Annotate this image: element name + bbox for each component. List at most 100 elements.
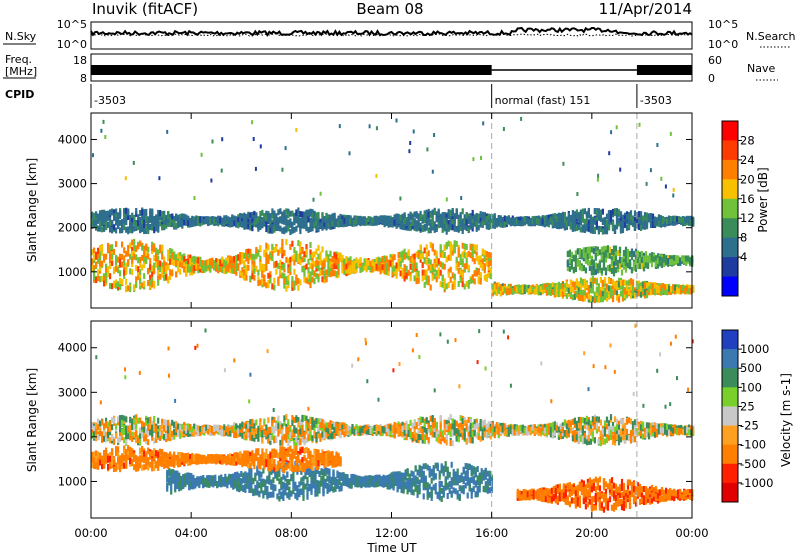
echo-cell — [157, 213, 160, 220]
echo-cell — [151, 271, 154, 278]
echo-cell — [577, 293, 580, 300]
echo-cell — [649, 168, 652, 173]
range-tick-label: 1000 — [58, 265, 87, 279]
echo-cell — [463, 252, 466, 259]
echo-cell — [323, 220, 326, 227]
echo-cell — [383, 221, 386, 228]
echo-cell — [338, 124, 341, 129]
echo-cell — [579, 283, 582, 290]
echo-cell — [613, 288, 617, 295]
echo-cell — [461, 208, 464, 215]
echo-cell — [653, 220, 657, 227]
echo-cell — [668, 218, 671, 225]
echo-cell — [562, 161, 565, 166]
echo-cell — [265, 221, 268, 228]
echo-cell — [181, 258, 184, 265]
echo-cell — [157, 249, 160, 256]
echo-cell — [111, 219, 114, 226]
echo-cell — [99, 265, 102, 271]
echo-cell — [273, 246, 276, 253]
echo-cell — [443, 245, 446, 252]
echo-cell — [151, 241, 154, 248]
echo-cell — [319, 269, 322, 276]
echo-cell — [597, 228, 600, 235]
echo-cell — [586, 254, 589, 260]
echo-cell — [393, 254, 396, 261]
echo-cell — [419, 214, 422, 221]
echo-cell — [325, 219, 328, 226]
echo-cell — [265, 226, 268, 233]
echo-cell — [499, 216, 502, 223]
echo-cell — [257, 276, 260, 283]
echo-cell — [383, 255, 386, 262]
echo-cell — [615, 294, 619, 301]
echo-cell — [305, 213, 308, 220]
echo-cell — [605, 223, 609, 230]
nsearch-line — [90, 33, 692, 37]
echo-cell — [239, 253, 242, 260]
echo-cell — [655, 218, 659, 225]
echo-cell — [125, 250, 128, 257]
echo-cell — [641, 285, 645, 292]
echo-cell — [161, 245, 164, 252]
echo-cell — [271, 255, 274, 262]
echo-cell — [287, 279, 290, 286]
nsky-line — [90, 26, 693, 37]
echo-cell — [483, 274, 486, 281]
echo-cell — [123, 415, 126, 422]
echo-cell — [303, 211, 306, 218]
echo-cell — [247, 223, 250, 230]
echo-cell — [175, 222, 178, 229]
echo-cell — [467, 280, 470, 286]
echo-cell — [119, 415, 122, 422]
echo-cell — [435, 250, 438, 257]
echo-cell — [137, 437, 140, 444]
freq-unit: [MHz] — [5, 65, 37, 78]
echo-cell — [624, 266, 628, 273]
echo-cell — [235, 269, 238, 276]
echo-cell — [401, 219, 404, 225]
echo-cell — [299, 259, 302, 265]
echo-cell — [618, 256, 622, 263]
echo-cell — [169, 254, 172, 261]
echo-cell — [613, 208, 617, 215]
echo-cell — [489, 260, 492, 266]
echo-cell — [349, 256, 352, 263]
echo-cell — [153, 415, 156, 422]
echo-cell — [191, 266, 194, 273]
echo-cell — [269, 426, 272, 433]
echo-cell — [605, 283, 609, 290]
echo-cell — [153, 216, 156, 222]
echo-cell — [373, 265, 376, 272]
echo-cell — [467, 227, 470, 234]
echo-cell — [139, 262, 142, 269]
echo-cell — [147, 246, 150, 253]
echo-cell — [385, 269, 388, 276]
echo-cell — [439, 214, 442, 221]
echo-cell — [267, 258, 270, 264]
echo-cell — [299, 228, 302, 235]
echo-cell — [253, 431, 256, 438]
echo-cell — [547, 214, 550, 221]
echo-cell — [157, 255, 160, 262]
echo-cell — [583, 218, 586, 225]
echo-cell — [335, 253, 338, 260]
echo-cell — [582, 252, 585, 259]
echo-cell — [407, 222, 410, 229]
echo-cell — [415, 220, 418, 227]
echo-cell — [167, 249, 170, 256]
echo-cell — [563, 212, 566, 218]
echo-cell — [221, 256, 224, 263]
echo-cell — [159, 220, 162, 227]
echo-cell — [487, 265, 490, 272]
echo-cell — [155, 247, 158, 254]
echo-cell — [271, 250, 274, 257]
echo-cell — [159, 214, 162, 221]
echo-cell — [333, 257, 336, 264]
echo-cell — [135, 437, 138, 443]
echo-cell — [585, 214, 588, 221]
echo-cell — [313, 215, 316, 222]
echo-cell — [609, 278, 613, 284]
echo-cell — [341, 262, 344, 269]
echo-cell — [99, 248, 102, 255]
